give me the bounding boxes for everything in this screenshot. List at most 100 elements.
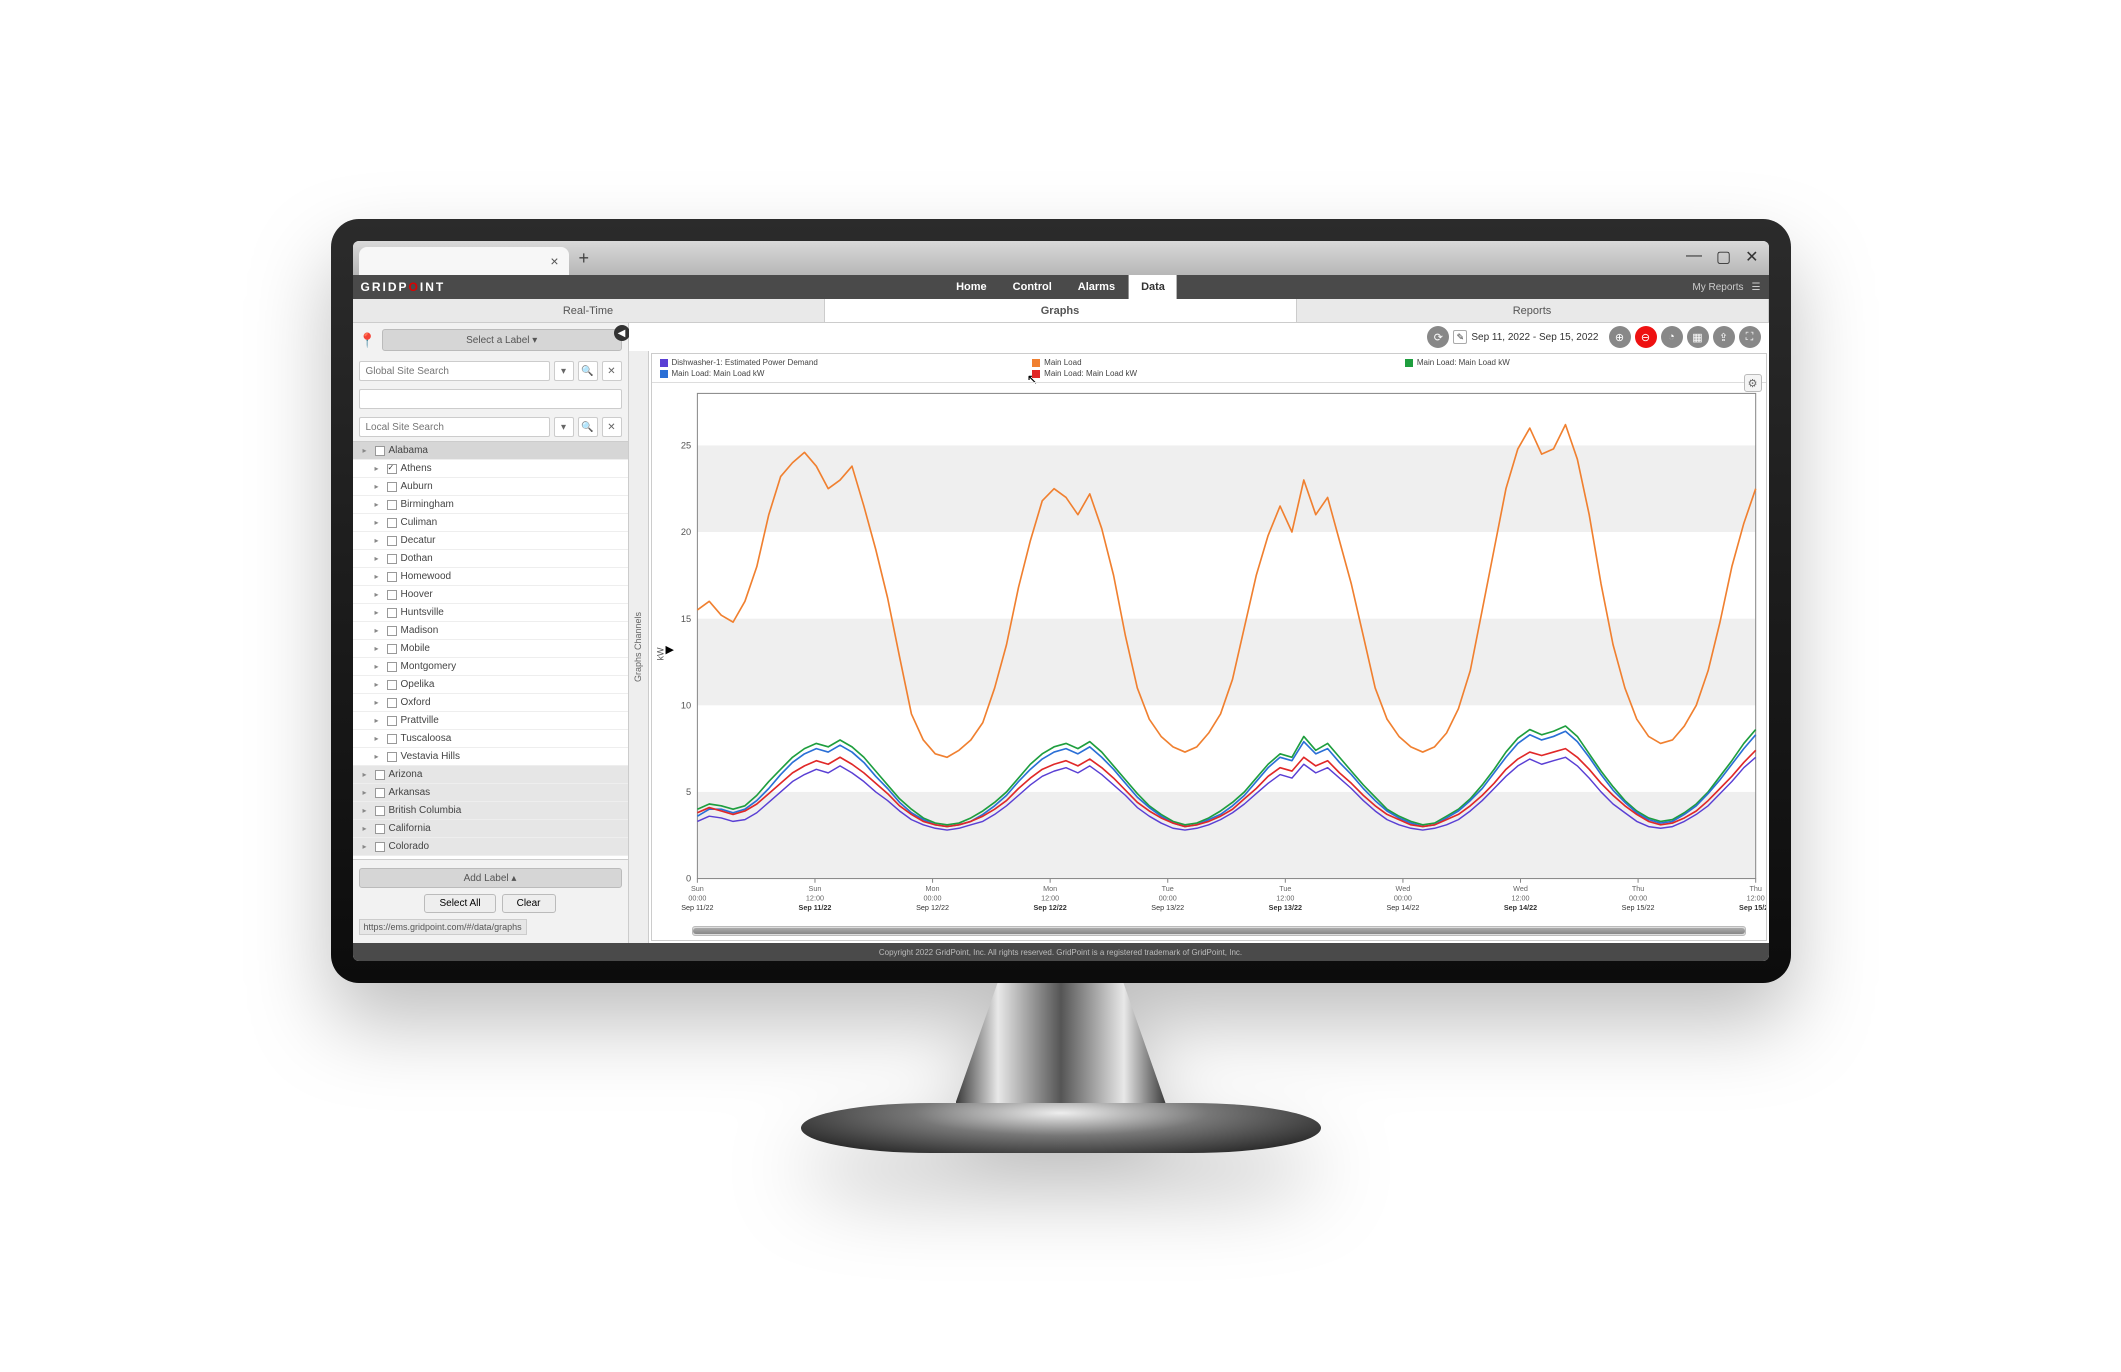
tree-city[interactable]: ▸Homewood [353,568,628,586]
tree-city[interactable]: ▸Prattville [353,712,628,730]
filter-icon[interactable]: ▾ [554,417,574,437]
caret-icon[interactable]: ▸ [375,536,383,545]
caret-icon[interactable]: ▸ [363,788,371,797]
zoom-reset-icon[interactable]: ⊖ [1635,326,1657,348]
tree-state[interactable]: ▸Colorado [353,838,628,856]
nav-tab-alarms[interactable]: Alarms [1066,275,1127,299]
select-label-button[interactable]: Select a Label ▾ [382,329,622,351]
tree-city[interactable]: ▸Huntsville [353,604,628,622]
local-search-input[interactable] [359,417,550,437]
scrollbar-thumb[interactable] [693,928,1745,934]
tree-city[interactable]: ▸Hoover [353,586,628,604]
date-range[interactable]: ✎Sep 11, 2022 - Sep 15, 2022 [1453,330,1598,344]
tree-city[interactable]: ▸Vestavia Hills [353,748,628,766]
caret-icon[interactable]: ▸ [375,464,383,473]
caret-icon[interactable]: ▸ [363,842,371,851]
checkbox[interactable] [387,644,397,654]
checkbox[interactable] [387,482,397,492]
select-all-button[interactable]: Select All [424,894,495,913]
tree-city[interactable]: ▸Decatur [353,532,628,550]
tree-state[interactable]: ▸Arizona [353,766,628,784]
checkbox[interactable] [375,446,385,456]
tree-state[interactable]: ▸California [353,820,628,838]
checkbox[interactable] [387,554,397,564]
tree-state[interactable]: ▸British Columbia [353,802,628,820]
graphs-channels-tab[interactable]: Graphs Channels [629,351,649,943]
window-close-icon[interactable]: ✕ [1745,247,1758,267]
tree-city[interactable]: ▸Madison [353,622,628,640]
caret-icon[interactable]: ▸ [375,752,383,761]
subtab-graphs[interactable]: Graphs [825,299,1297,322]
tree-state[interactable]: ▸Arkansas [353,784,628,802]
refresh-icon[interactable]: ⟳ [1427,326,1449,348]
collapse-sidebar-icon[interactable]: ◀ [614,325,630,341]
nav-tab-home[interactable]: Home [944,275,999,299]
tree-city[interactable]: ▸Dothan [353,550,628,568]
site-tree[interactable]: ▸Alabama▸Athens▸Auburn▸Birmingham▸Culima… [353,441,628,859]
nav-tab-control[interactable]: Control [1001,275,1064,299]
caret-icon[interactable]: ▸ [375,590,383,599]
window-minimize-icon[interactable]: — [1686,247,1702,267]
legend-item[interactable]: Main Load: Main Load kW [660,369,1013,378]
tree-city[interactable]: ▸Auburn [353,478,628,496]
nav-tab-data[interactable]: Data [1129,275,1177,299]
tree-city[interactable]: ▸Culiman [353,514,628,532]
checkbox[interactable] [387,626,397,636]
checkbox[interactable] [387,680,397,690]
legend-item[interactable]: Main Load: Main Load kW [1405,358,1758,367]
caret-icon[interactable]: ▸ [375,662,383,671]
checkbox[interactable] [375,806,385,816]
close-tab-icon[interactable]: × [550,253,558,269]
tree-city[interactable]: ▸Opelika [353,676,628,694]
caret-icon[interactable]: ▸ [375,626,383,635]
new-tab-icon[interactable]: + [579,248,590,269]
checkbox[interactable] [375,824,385,834]
zoom-in-icon[interactable]: ⊕ [1609,326,1631,348]
checkbox[interactable] [387,590,397,600]
caret-icon[interactable]: ▸ [375,554,383,563]
caret-icon[interactable]: ▸ [375,734,383,743]
checkbox[interactable] [387,662,397,672]
caret-icon[interactable]: ▸ [375,644,383,653]
add-label-button[interactable]: Add Label ▴ [359,868,622,888]
export-icon[interactable]: ⇪ [1713,326,1735,348]
caret-icon[interactable]: ▸ [375,716,383,725]
checkbox[interactable] [387,500,397,510]
clear-search-icon[interactable]: ✕ [602,417,622,437]
checkbox[interactable] [387,734,397,744]
fullscreen-icon[interactable]: ⛶ [1739,326,1761,348]
subtab-real-time[interactable]: Real-Time [353,299,825,322]
global-search-input[interactable] [359,361,550,381]
checkbox[interactable] [375,788,385,798]
caret-icon[interactable]: ▸ [363,446,371,455]
caret-icon[interactable]: ▸ [363,824,371,833]
grid-icon[interactable]: ▦ [1687,326,1709,348]
subtab-reports[interactable]: Reports [1297,299,1769,322]
tree-city[interactable]: ▸Athens [353,460,628,478]
chart-scrollbar[interactable] [692,926,1746,936]
clear-button[interactable]: Clear [502,894,556,913]
tree-city[interactable]: ▸Mobile [353,640,628,658]
caret-icon[interactable]: ▸ [375,482,383,491]
checkbox[interactable] [387,608,397,618]
my-reports-link[interactable]: My Reports [1692,282,1743,293]
legend-item[interactable]: Dishwasher-1: Estimated Power Demand [660,358,1013,367]
caret-icon[interactable]: ▸ [363,806,371,815]
tree-city[interactable]: ▸Oxford [353,694,628,712]
caret-icon[interactable]: ▸ [375,680,383,689]
chart-plot[interactable]: ▶ kW 0510152025Sun00:00Sep 11/22Sun12:00… [652,383,1766,924]
search-icon[interactable]: 🔍 [578,417,598,437]
history-icon[interactable]: ◔ [1661,326,1683,348]
window-maximize-icon[interactable]: ▢ [1716,247,1731,267]
checkbox[interactable] [387,464,397,474]
checkbox[interactable] [387,752,397,762]
caret-icon[interactable]: ▸ [375,518,383,527]
pin-icon[interactable]: 📍 [359,332,376,349]
search-icon[interactable]: 🔍 [578,361,598,381]
menu-icon[interactable]: ☰ [1752,282,1761,293]
caret-icon[interactable]: ▸ [375,500,383,509]
checkbox[interactable] [387,572,397,582]
legend-item[interactable]: Main Load [1032,358,1385,367]
caret-icon[interactable]: ▸ [375,608,383,617]
checkbox[interactable] [375,842,385,852]
